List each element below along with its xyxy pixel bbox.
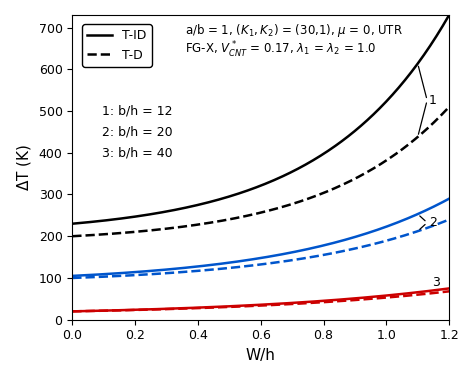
Text: 2: b/h = 20: 2: b/h = 20	[102, 125, 173, 138]
Text: 3: 3	[432, 276, 440, 289]
Text: 1: 1	[428, 94, 437, 107]
Text: 1: b/h = 12: 1: b/h = 12	[102, 104, 173, 117]
Text: FG-X, $V^*_{CNT}$ = 0.17, $\lambda_1$ = $\lambda_2$ = 1.0: FG-X, $V^*_{CNT}$ = 0.17, $\lambda_1$ = …	[185, 40, 377, 60]
Text: a/b = 1, $(K_1,K_2)$ = (30,1), $\mu$ = 0, UTR: a/b = 1, $(K_1,K_2)$ = (30,1), $\mu$ = 0…	[185, 22, 403, 39]
Legend: T-ID, T-D: T-ID, T-D	[82, 24, 152, 67]
X-axis label: W/h: W/h	[246, 348, 276, 363]
Text: 2: 2	[428, 216, 437, 229]
Y-axis label: $\Delta$T (K): $\Delta$T (K)	[15, 144, 33, 191]
Text: 3: b/h = 40: 3: b/h = 40	[102, 147, 173, 160]
